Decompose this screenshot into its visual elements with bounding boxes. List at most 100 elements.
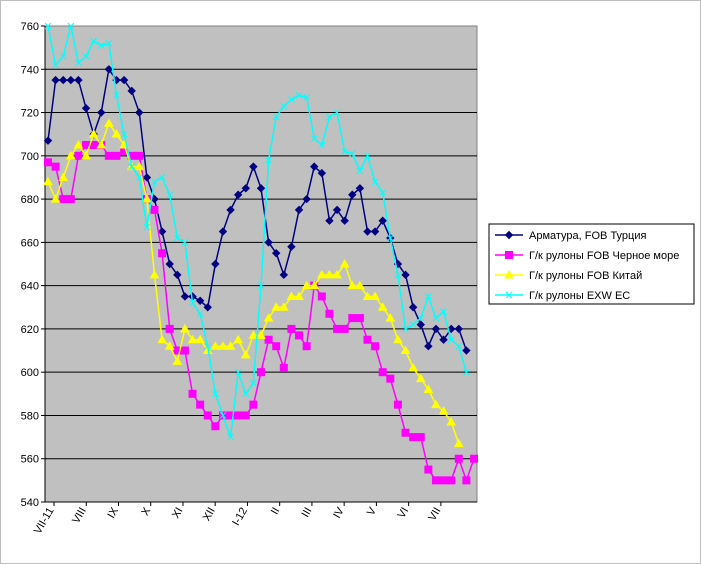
x-tick-label: VI (396, 506, 412, 521)
x-tick-label: X (139, 505, 153, 518)
x-marker-stroke (189, 299, 196, 307)
data-point (438, 406, 449, 415)
data-point (280, 102, 288, 110)
x-marker-stroke (166, 191, 174, 199)
legend-label: Г/к рулоны FOB Китай (529, 270, 642, 282)
data-point (104, 151, 113, 160)
x-marker-stroke (310, 135, 318, 142)
x-marker-stroke (280, 102, 288, 110)
data-point (318, 141, 326, 149)
data-point (363, 335, 372, 344)
data-point (378, 368, 387, 377)
data-point (257, 368, 265, 377)
data-point (226, 411, 235, 420)
data-point (59, 75, 68, 85)
data-point (408, 362, 419, 372)
data-point (303, 94, 310, 101)
data-point (385, 313, 396, 322)
data-point (446, 416, 457, 426)
data-point (333, 109, 341, 116)
data-point (348, 314, 357, 323)
data-point (370, 291, 380, 300)
data-point (196, 310, 204, 318)
data-point (218, 341, 228, 350)
x-tick-label: IX (105, 505, 121, 521)
data-point (401, 428, 410, 437)
x-marker-stroke (105, 39, 113, 47)
x-marker-stroke (379, 189, 387, 196)
data-point (371, 178, 379, 186)
data-point (401, 270, 410, 280)
data-point (294, 291, 304, 300)
data-point (256, 330, 266, 339)
legend-item: Г/к рулоны FOB Черное море (495, 250, 679, 262)
series-layer (43, 22, 478, 485)
x-marker-stroke (295, 91, 303, 99)
data-point (409, 433, 418, 442)
data-point (172, 356, 183, 365)
data-point (43, 176, 53, 186)
x-marker-stroke (257, 282, 265, 289)
legend-label: Арматура, FOB Турция (529, 230, 646, 242)
legend-item: Г/к рулоны EXW EC (495, 290, 630, 302)
x-marker-stroke (113, 91, 120, 99)
legend: Арматура, FOB Турция Г/к рулоны FOB Черно… (488, 223, 695, 305)
data-point (59, 52, 67, 60)
data-point (181, 239, 189, 246)
data-point (416, 320, 425, 329)
data-point (264, 335, 273, 344)
data-point (180, 292, 190, 301)
y-tick-label: 740 (21, 64, 39, 76)
data-point (104, 65, 114, 74)
data-point (134, 161, 145, 171)
data-point (347, 280, 358, 290)
data-point (142, 173, 152, 182)
data-point (113, 91, 120, 99)
data-point (402, 325, 409, 333)
data-point (309, 280, 320, 290)
legend-item: Арматура, FOB Турция (495, 230, 646, 242)
data-point (453, 438, 464, 448)
data-point (158, 249, 167, 258)
x-marker-stroke (402, 325, 409, 333)
y-tick-label: 560 (21, 454, 39, 466)
data-point (210, 341, 221, 350)
x-marker-stroke (505, 291, 513, 299)
data-point (81, 104, 91, 113)
legend-marker (505, 291, 513, 299)
data-point (455, 342, 463, 350)
data-point (135, 151, 144, 160)
data-point (112, 151, 121, 160)
x-marker-stroke (348, 150, 356, 158)
data-point (370, 227, 380, 236)
x-tick-label: VII (426, 506, 443, 524)
x-marker-stroke (242, 390, 250, 398)
data-point (288, 96, 295, 103)
data-point (157, 227, 167, 236)
data-point (408, 303, 418, 312)
x-marker-stroke (326, 113, 333, 121)
data-point (173, 270, 182, 280)
y-tick-label: 620 (21, 324, 39, 336)
data-point (316, 269, 327, 279)
data-point (302, 342, 311, 351)
data-point (103, 118, 114, 127)
x-tick-label: XII (201, 506, 218, 524)
data-point (339, 258, 350, 268)
data-point (317, 168, 327, 178)
data-point (310, 162, 319, 171)
data-point (341, 148, 349, 155)
data-point (44, 158, 52, 167)
data-point (211, 259, 220, 269)
data-point (165, 324, 174, 333)
data-point (150, 205, 159, 214)
x-marker-stroke (318, 141, 326, 149)
y-tick-label: 680 (21, 194, 39, 206)
data-point (65, 150, 76, 160)
data-point (127, 86, 136, 96)
data-point (82, 52, 90, 60)
data-point (424, 342, 433, 351)
x-marker-stroke (128, 163, 136, 170)
data-point (295, 331, 304, 340)
